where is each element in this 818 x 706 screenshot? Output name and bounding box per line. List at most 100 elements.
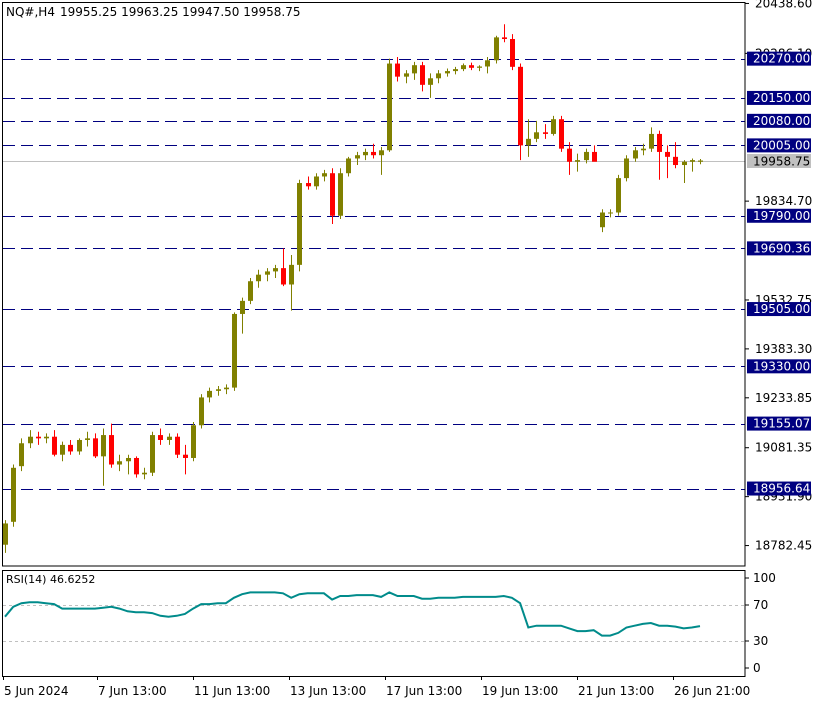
candle-body-23 bbox=[191, 425, 196, 458]
candle-body-72 bbox=[592, 151, 597, 162]
candle-body-83 bbox=[682, 161, 687, 166]
candle-body-54 bbox=[445, 71, 450, 74]
rsi-tick-label-0: 100 bbox=[753, 571, 776, 585]
symbol-label: NQ#,H4 bbox=[6, 5, 55, 19]
candle-body-81 bbox=[665, 151, 670, 157]
time-tick-label-0: 5 Jun 2024 bbox=[4, 684, 69, 698]
time-tick-label-5: 19 Jun 13:00 bbox=[482, 684, 558, 698]
candle-body-49 bbox=[404, 73, 409, 77]
time-tick-label-2: 11 Jun 13:00 bbox=[194, 684, 270, 698]
level-label-5: 19690.36 bbox=[753, 241, 810, 255]
level-label-box-8 bbox=[747, 416, 811, 431]
rsi-panel-frame bbox=[2, 570, 746, 677]
level-label-3: 20005.00 bbox=[753, 138, 810, 152]
rsi-tick-label-3: 0 bbox=[753, 661, 761, 675]
candle-body-9 bbox=[77, 439, 82, 452]
candle-body-36 bbox=[297, 183, 302, 265]
ohlc-readout: 19955.25 19963.25 19947.50 19958.75 bbox=[60, 5, 300, 19]
candle-body-50 bbox=[412, 65, 417, 74]
candle-body-75 bbox=[616, 178, 621, 213]
candle-body-71 bbox=[584, 151, 589, 161]
level-label-box-5 bbox=[747, 241, 811, 256]
candle-body-24 bbox=[199, 397, 204, 426]
candle-body-46 bbox=[379, 150, 384, 156]
level-label-4: 19790.00 bbox=[753, 209, 810, 223]
candle-body-30 bbox=[248, 281, 253, 301]
candle-body-10 bbox=[85, 438, 90, 440]
candle-body-31 bbox=[256, 274, 261, 282]
candle-body-22 bbox=[183, 454, 188, 458]
price-tick-label-6: 19081.35 bbox=[755, 441, 812, 455]
candle-body-29 bbox=[240, 300, 245, 314]
level-label-9: 18956.64 bbox=[753, 482, 810, 496]
time-tick-label-3: 13 Jun 13:00 bbox=[290, 684, 366, 698]
level-label-box-1 bbox=[747, 90, 811, 105]
level-label-6: 19505.00 bbox=[753, 302, 810, 316]
candle-body-73 bbox=[600, 212, 605, 228]
level-label-0: 20270.00 bbox=[753, 52, 810, 66]
level-lines bbox=[3, 59, 745, 490]
chart-labels: NQ#,H4 19955.25 19963.25 19947.50 19958.… bbox=[6, 5, 300, 586]
candle-body-26 bbox=[216, 389, 221, 391]
candle-body-2 bbox=[19, 443, 24, 467]
candle-body-7 bbox=[60, 444, 65, 455]
level-label-8: 19155.07 bbox=[753, 417, 810, 431]
candle-body-67 bbox=[551, 119, 556, 134]
level-label-box-2 bbox=[747, 113, 811, 128]
candle-body-48 bbox=[395, 63, 400, 77]
level-label-box-0 bbox=[747, 51, 811, 66]
price-axis: 20438.6020286.1019834.7019532.7519383.30… bbox=[745, 0, 812, 675]
price-tick-label-8: 18782.45 bbox=[755, 539, 812, 553]
candle-body-65 bbox=[534, 132, 539, 139]
candle-body-28 bbox=[232, 313, 237, 388]
candle-body-6 bbox=[52, 436, 57, 455]
candle-body-11 bbox=[93, 438, 98, 457]
price-tick-label-2: 19834.70 bbox=[755, 194, 812, 208]
candle-body-38 bbox=[314, 176, 319, 187]
candle-body-40 bbox=[330, 173, 335, 216]
candle-body-8 bbox=[68, 444, 73, 452]
candles bbox=[3, 24, 703, 553]
level-label-box-6 bbox=[747, 302, 811, 317]
price-tick-label-0: 20438.60 bbox=[755, 0, 812, 10]
candle-body-3 bbox=[28, 436, 33, 444]
time-tick-label-7: 26 Jun 21:00 bbox=[674, 684, 750, 698]
time-axis: 5 Jun 2024 7 Jun 13:00 11 Jun 13:00 13 Jun … bbox=[3, 676, 750, 698]
candle-body-62 bbox=[510, 39, 515, 67]
price-tick-label-5: 19233.85 bbox=[755, 391, 812, 405]
main-panel-frame bbox=[2, 2, 746, 567]
candle-body-13 bbox=[109, 435, 114, 465]
level-label-box-9 bbox=[747, 481, 811, 496]
current-price-box bbox=[747, 154, 811, 168]
candle-body-70 bbox=[575, 160, 580, 162]
candle-body-39 bbox=[322, 173, 327, 177]
candle-body-85 bbox=[698, 160, 703, 162]
candle-body-55 bbox=[453, 69, 458, 72]
rsi-tick-label-1: 70 bbox=[753, 598, 768, 612]
candle-body-32 bbox=[265, 271, 270, 275]
candle-body-68 bbox=[559, 119, 564, 149]
candle-body-20 bbox=[167, 436, 172, 440]
candle-body-52 bbox=[428, 78, 433, 85]
candle-body-18 bbox=[150, 435, 155, 473]
level-label-1: 20150.00 bbox=[753, 91, 810, 105]
level-label-7: 19330.00 bbox=[753, 359, 810, 373]
candle-body-17 bbox=[142, 472, 147, 475]
candle-body-12 bbox=[101, 435, 106, 457]
candle-body-33 bbox=[273, 268, 278, 272]
candle-body-61 bbox=[502, 37, 507, 40]
candle-body-45 bbox=[371, 151, 376, 156]
candle-body-41 bbox=[338, 173, 343, 216]
time-tick-label-4: 17 Jun 13:00 bbox=[386, 684, 462, 698]
candle-body-66 bbox=[543, 132, 548, 134]
chart-frame bbox=[2, 2, 746, 677]
candle-body-44 bbox=[363, 151, 368, 156]
candle-body-76 bbox=[624, 158, 629, 179]
candle-body-64 bbox=[526, 138, 531, 146]
candle-body-77 bbox=[633, 150, 638, 159]
candle-body-1 bbox=[11, 467, 16, 522]
candle-body-37 bbox=[306, 183, 311, 187]
candle-body-25 bbox=[207, 390, 212, 398]
